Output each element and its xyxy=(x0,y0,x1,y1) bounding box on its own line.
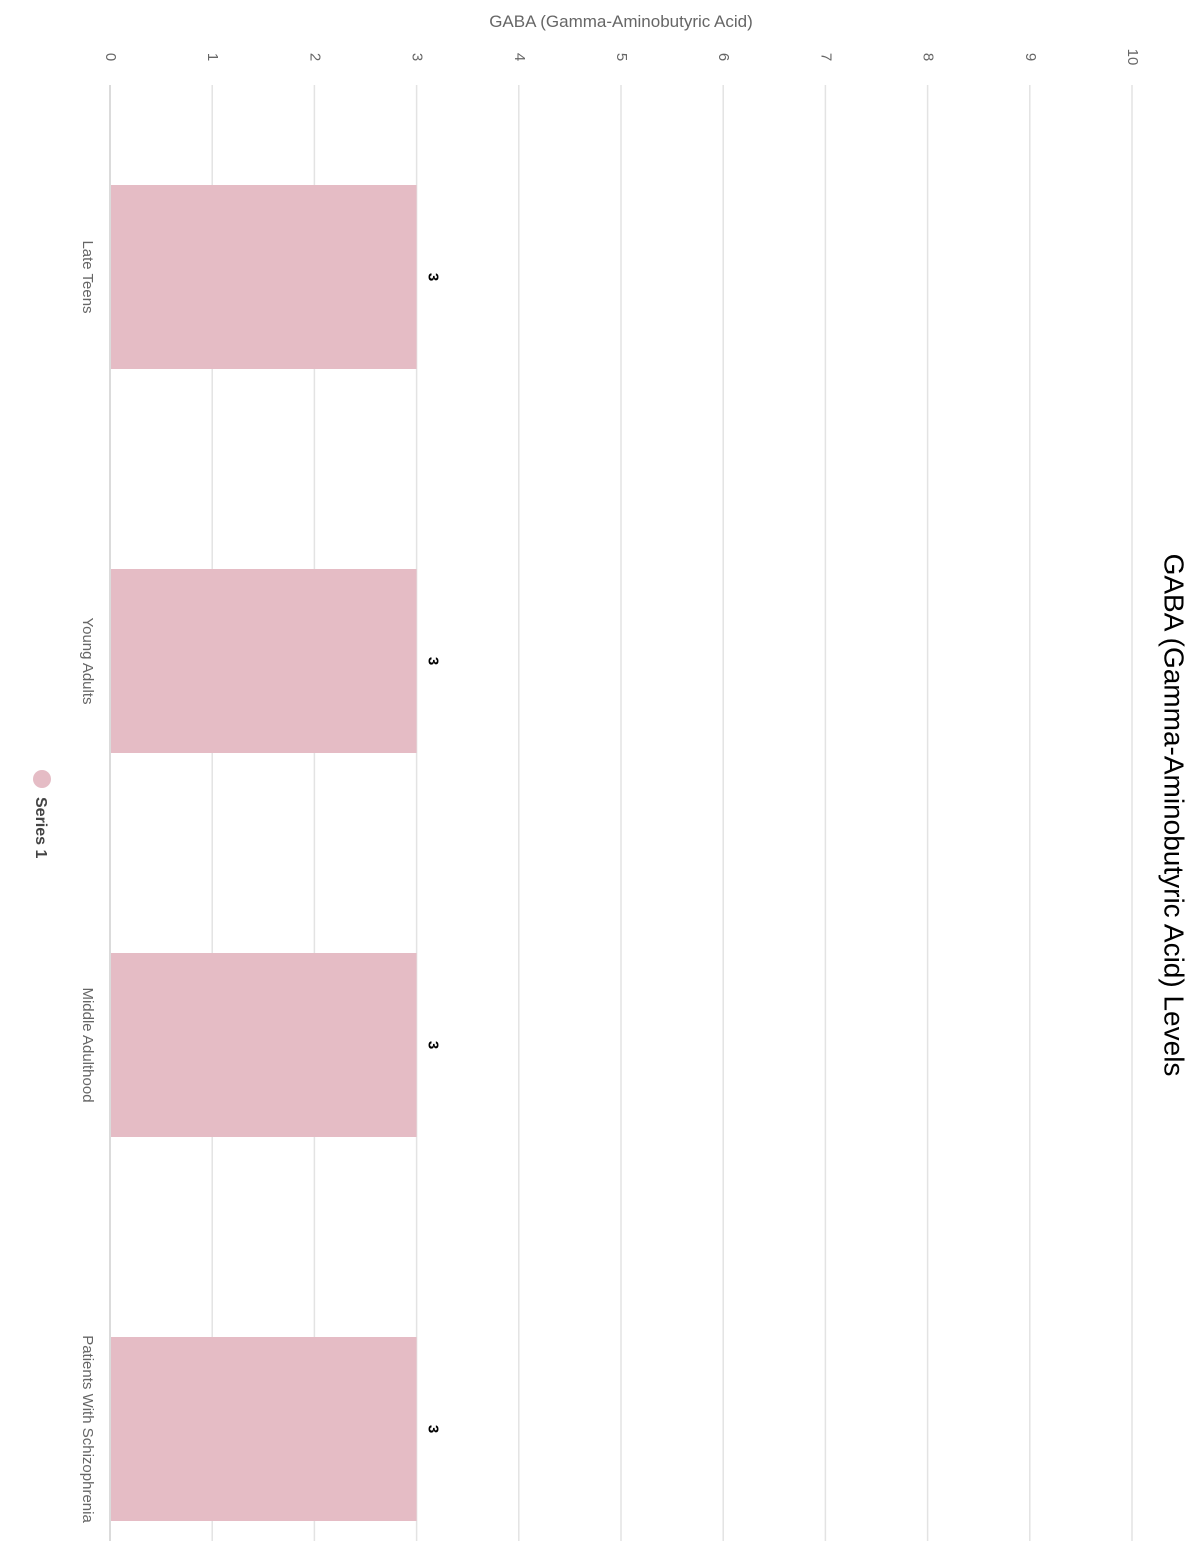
tick-label: 6 xyxy=(715,53,732,61)
bar xyxy=(111,185,417,369)
tick-label: 2 xyxy=(306,53,323,61)
bar xyxy=(111,569,417,753)
labels: 0 1 2 3 4 5 6 7 8 9 10 3 Late Teens 3 Young Adults 3 Mid… xyxy=(79,49,1141,1524)
chart-title: GABA (Gamma-Aminobutyric Acid) Levels xyxy=(1159,554,1190,1077)
tick-label: 3 xyxy=(409,53,426,61)
data-label: 3 xyxy=(425,1041,442,1049)
tick-label: 10 xyxy=(1124,49,1141,66)
legend: Series 1 xyxy=(32,770,51,858)
bars xyxy=(111,185,417,1521)
category-label: Patients With Schizophrenia xyxy=(79,1335,96,1523)
tick-label: 8 xyxy=(920,53,937,61)
value-axis-title: GABA (Gamma-Aminobutyric Acid) xyxy=(489,12,753,31)
data-label: 3 xyxy=(425,273,442,281)
category-label: Young Adults xyxy=(79,617,96,704)
category-label: Late Teens xyxy=(79,240,96,313)
category-label: Middle Adulthood xyxy=(79,987,96,1102)
data-label: 3 xyxy=(425,1425,442,1433)
legend-series-label: Series 1 xyxy=(32,797,49,858)
bar xyxy=(111,1337,417,1521)
tick-label: 1 xyxy=(204,53,221,61)
legend-swatch xyxy=(33,770,51,788)
tick-label: 0 xyxy=(102,53,119,61)
data-label: 3 xyxy=(425,657,442,665)
tick-label: 4 xyxy=(511,53,528,61)
tick-label: 7 xyxy=(817,53,834,61)
bar xyxy=(111,953,417,1137)
tick-label: 5 xyxy=(613,53,630,61)
tick-label: 9 xyxy=(1022,53,1039,61)
